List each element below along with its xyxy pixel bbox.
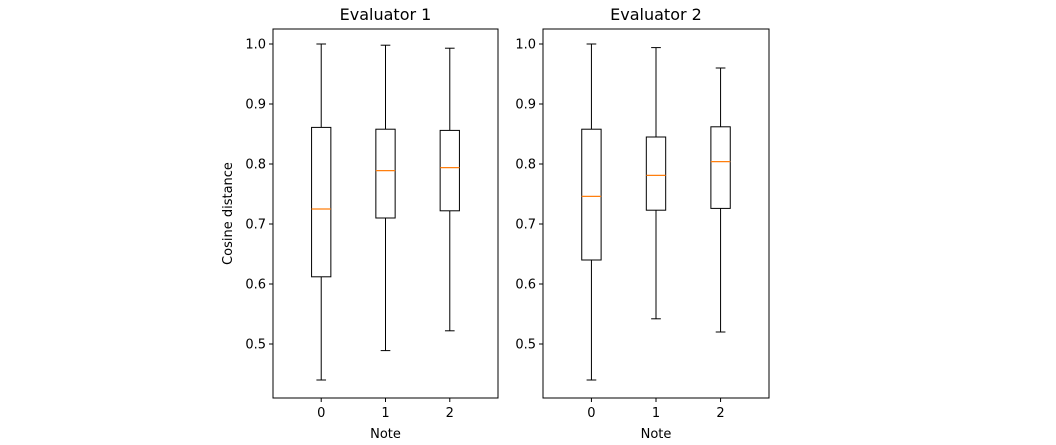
x-axis: 0 1 2 xyxy=(317,398,454,421)
x-tick-label: 0 xyxy=(317,406,325,421)
box-2 xyxy=(439,47,460,332)
y-tick-label: 0.6 xyxy=(515,278,536,293)
y-axis: 0.5 0.6 0.7 0.8 0.9 1.0 xyxy=(515,38,543,353)
y-tick-label: 1.0 xyxy=(515,38,536,53)
y-tick-label: 0.7 xyxy=(515,218,536,233)
box-0 xyxy=(311,43,332,381)
iqr-box xyxy=(439,129,460,212)
iqr-box xyxy=(581,128,602,261)
x-tick-label: 1 xyxy=(381,406,389,421)
x-tick-label: 1 xyxy=(652,406,660,421)
y-tick-label: 0.5 xyxy=(245,338,266,353)
iqr-box xyxy=(645,136,667,211)
y-tick-label: 0.8 xyxy=(245,158,266,173)
x-tick-label: 2 xyxy=(446,406,454,421)
y-tick-label: 0.8 xyxy=(515,158,536,173)
boxes xyxy=(581,43,731,381)
box-0 xyxy=(581,43,602,381)
x-axis-label: Note xyxy=(641,427,672,442)
y-tick-label: 0.5 xyxy=(515,338,536,353)
subplot-evaluator-2: Evaluator 2 0.5 0.6 0.7 0.8 0.9 1.0 0 1 2 Note xyxy=(515,5,770,442)
y-tick-label: 1.0 xyxy=(245,38,266,53)
box-2 xyxy=(710,67,731,333)
plot-frame xyxy=(542,28,770,399)
box-1 xyxy=(645,47,667,320)
iqr-box xyxy=(311,126,332,278)
y-tick-label: 0.9 xyxy=(245,98,266,113)
iqr-box xyxy=(375,128,396,219)
x-axis-label: Note xyxy=(370,427,401,442)
box-1 xyxy=(375,44,396,352)
y-axis-label: Cosine distance xyxy=(221,162,236,265)
boxes xyxy=(311,43,460,381)
x-tick-label: 0 xyxy=(587,406,595,421)
y-tick-label: 0.6 xyxy=(245,278,266,293)
y-tick-label: 0.7 xyxy=(245,218,266,233)
x-tick-label: 2 xyxy=(716,406,724,421)
plot-frame xyxy=(272,28,499,399)
x-axis: 0 1 2 xyxy=(587,398,725,421)
subplot-title: Evaluator 2 xyxy=(610,5,702,24)
y-axis: 0.5 0.6 0.7 0.8 0.9 1.0 xyxy=(245,38,273,353)
subplot-title: Evaluator 1 xyxy=(340,5,432,24)
y-tick-label: 0.9 xyxy=(515,98,536,113)
iqr-box xyxy=(710,126,731,209)
